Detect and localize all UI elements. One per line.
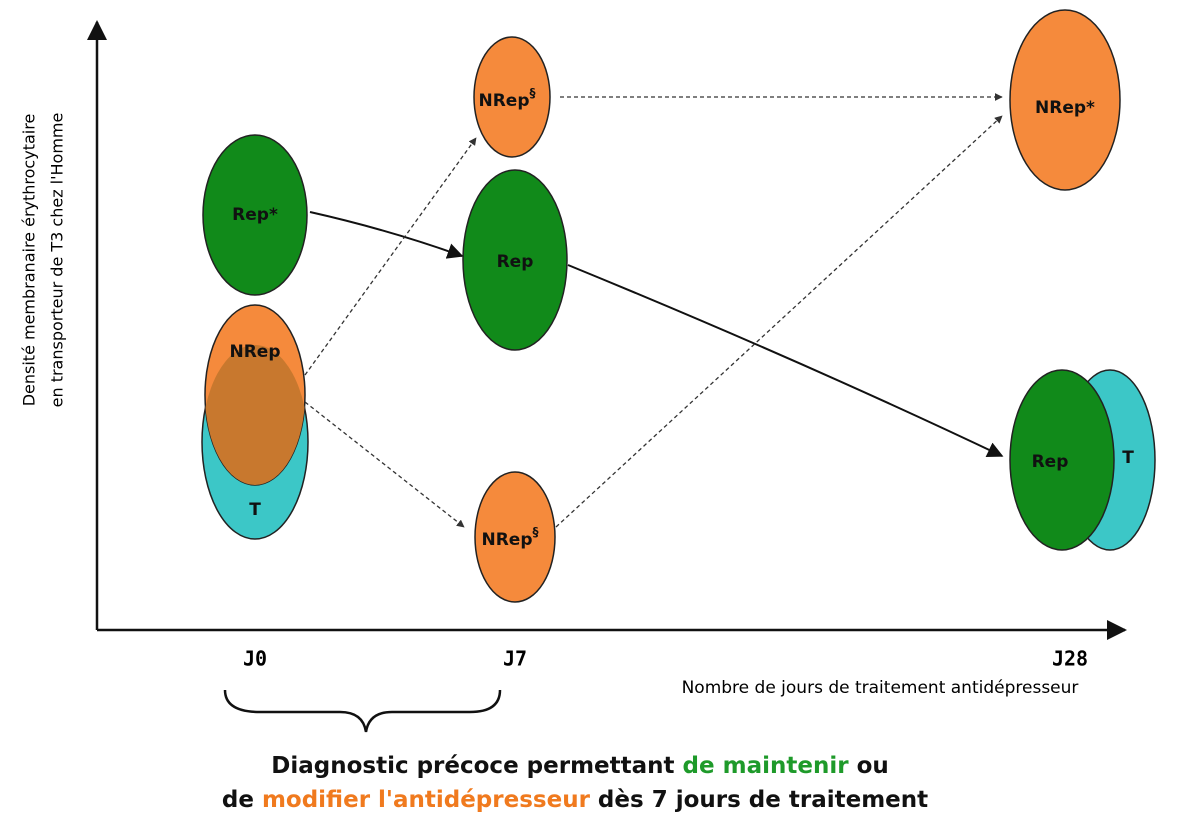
caption-line: Diagnostic précoce permettant de mainten… <box>271 753 889 779</box>
caption-highlight: de maintenir <box>683 753 850 779</box>
arrows <box>304 93 1004 528</box>
caption-text: ou <box>849 753 889 779</box>
node-label: T <box>1122 448 1134 468</box>
ellipse <box>1009 9 1121 191</box>
y-axis-label: Densité membranaire érythrocytaire <box>20 114 39 407</box>
node-label: Rep <box>497 252 534 272</box>
ellipse <box>202 134 308 296</box>
node-label: Rep <box>1032 452 1069 472</box>
y-axis-label: en transporteur de T3 chez l'Homme <box>48 113 67 408</box>
node-label: NRep <box>478 91 529 111</box>
node-label: NRep§ <box>478 86 535 112</box>
caption-text: dès 7 jours de traitement <box>590 787 928 813</box>
arrow <box>309 211 464 259</box>
node-label: T <box>249 500 261 520</box>
caption-text: de <box>222 787 262 813</box>
brace <box>223 689 502 733</box>
node-label: NRep <box>481 530 532 550</box>
node-label: NRep <box>229 342 280 362</box>
superscript: § <box>533 525 539 539</box>
node-label: NRep§ <box>481 525 538 551</box>
node-label: Rep* <box>232 205 278 225</box>
caption-text: Diagnostic précoce permettant <box>271 753 682 779</box>
caption-line: de modifier l'antidépresseur dès 7 jours… <box>222 787 928 813</box>
x-tick-label: J28 <box>1052 647 1088 671</box>
arrow <box>304 401 465 528</box>
arrow <box>304 137 477 376</box>
ellipse <box>474 471 556 603</box>
ellipse <box>473 36 551 158</box>
x-tick-label: J7 <box>503 647 527 671</box>
ellipse <box>1009 369 1115 551</box>
node-label: NRep* <box>1035 98 1095 118</box>
x-tick-label: J0 <box>243 647 267 671</box>
caption-highlight: modifier l'antidépresseur <box>262 787 591 813</box>
arrow <box>567 264 1004 458</box>
superscript: § <box>530 86 536 100</box>
arrow <box>555 115 1003 528</box>
ellipse <box>462 169 568 351</box>
x-axis-title: Nombre de jours de traitement antidépres… <box>682 678 1079 698</box>
